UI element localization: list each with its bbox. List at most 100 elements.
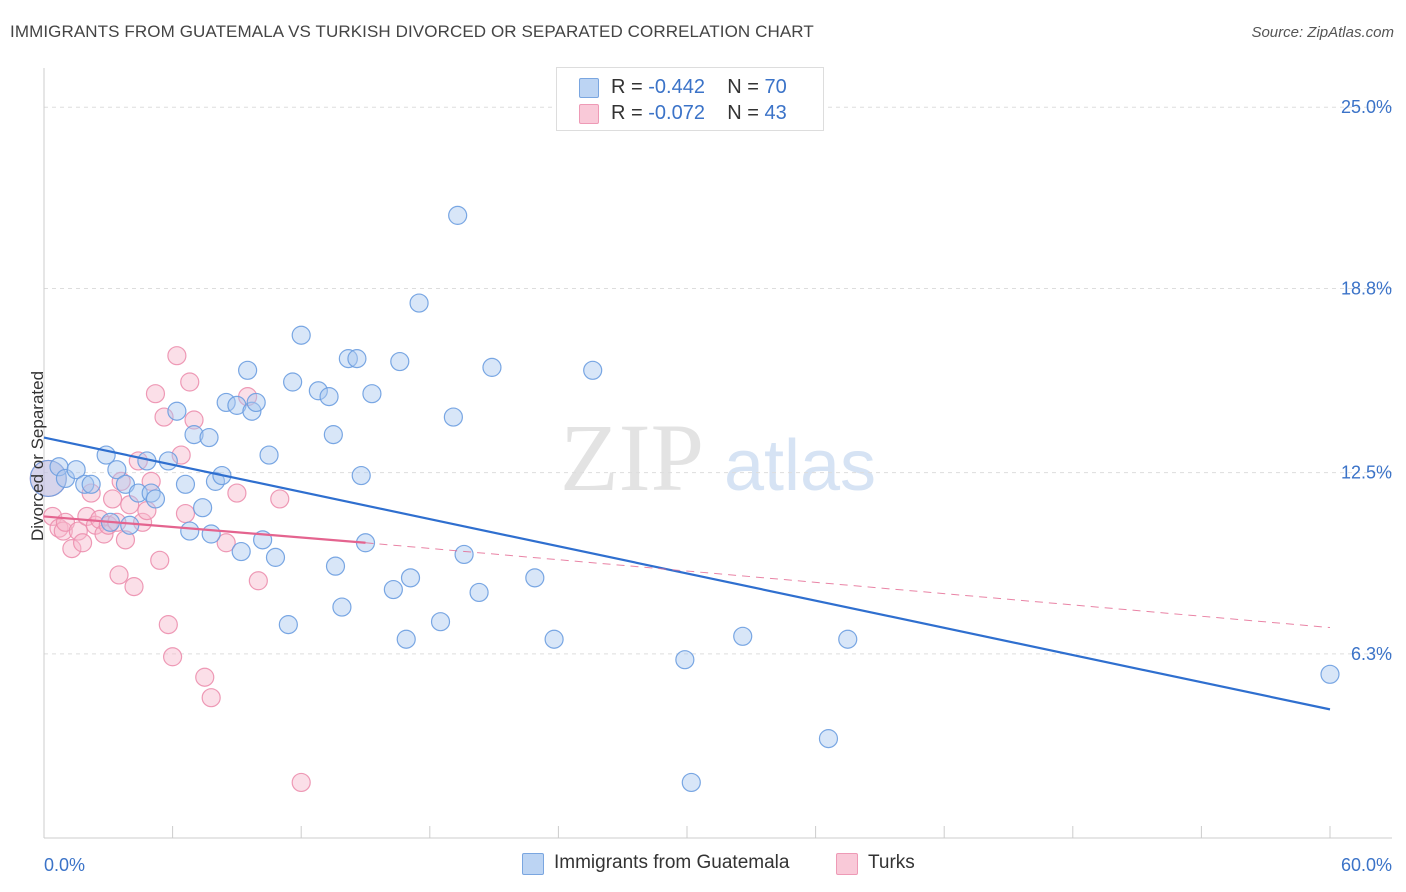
guatemala-point (265, 547, 286, 567)
legend-label-guatemala: Immigrants from Guatemala (554, 852, 790, 873)
turks-point (68, 521, 88, 541)
source-label: Source: ZipAtlas.com (1251, 24, 1394, 41)
turks-point (175, 503, 196, 524)
watermark-zip: ZIP (560, 404, 704, 511)
legend-swatch-turks (579, 104, 599, 124)
legend-n-value: 43 (764, 102, 787, 124)
guatemala-point (681, 772, 701, 793)
guatemala-point (199, 427, 219, 448)
guatemala-point (544, 629, 564, 649)
guatemala-point (291, 325, 311, 345)
guatemala-point (29, 459, 67, 498)
guatemala-trend-line (43, 436, 1331, 711)
legend-n-label: N = (727, 102, 765, 124)
guatemala-point (448, 205, 468, 225)
y-axis-label: Divorced or Separated (28, 370, 47, 542)
legend-r-label: R = (611, 76, 649, 98)
series-guatemala-points (29, 205, 1340, 793)
guatemala-point (81, 474, 101, 494)
turks-point (248, 571, 268, 591)
legend-n-value: 70 (764, 76, 787, 98)
guatemala-point (325, 556, 346, 576)
guatemala-point (818, 729, 839, 749)
y-tick-labels: 6.3% 12.5% 18.8% 25.0% (1341, 97, 1392, 664)
turks-point (167, 346, 187, 366)
guatemala-point (390, 351, 410, 372)
turks-point (291, 772, 311, 793)
guatemala-point (482, 357, 502, 377)
x-tick-labels: 0.0% 60.0% (44, 855, 1392, 875)
turks-point (145, 384, 166, 404)
legend-label-turks: Turks (868, 852, 915, 873)
turks-trend-line-extended (365, 542, 1331, 629)
turks-point (270, 489, 290, 509)
series-turks-points (29, 346, 311, 793)
turks-point (216, 533, 236, 553)
x-tick-label-min: 0.0% (44, 855, 85, 875)
turks-point (195, 667, 215, 687)
guatemala-point (227, 395, 247, 415)
turks-point (180, 372, 200, 392)
turks-point (184, 410, 204, 430)
guatemala-point (396, 629, 416, 649)
x-tick-marks (172, 826, 1331, 838)
guatemala-point (347, 349, 367, 369)
turks-point (109, 565, 129, 585)
trend-lines (43, 436, 1331, 711)
guatemala-point (180, 521, 200, 541)
guatemala-point (167, 401, 187, 421)
guatemala-point (400, 568, 421, 588)
turks-point (158, 615, 178, 635)
y-tick-label: 25.0% (1341, 97, 1392, 117)
guatemala-point (75, 474, 95, 494)
legend-swatch-guatemala (522, 853, 544, 875)
legend-swatch-turks (836, 853, 858, 875)
guatemala-point (409, 293, 429, 313)
x-tick-label-max: 60.0% (1341, 855, 1392, 875)
legend-r-value: -0.072 (648, 102, 705, 124)
guatemala-point (469, 582, 489, 603)
guatemala-point (351, 465, 371, 486)
guatemala-point (838, 629, 858, 649)
turks-point (201, 688, 221, 708)
guatemala-point (308, 381, 328, 401)
guatemala-point (216, 392, 236, 413)
y-tick-label: 18.8% (1341, 278, 1392, 298)
legend-r-label: R = (611, 102, 649, 124)
grid-lines (44, 106, 1392, 655)
turks-point (124, 577, 144, 597)
guatemala-point (242, 401, 262, 421)
watermark: ZIP atlas (560, 404, 876, 511)
guatemala-point (332, 597, 352, 617)
legend-n-label: N = (727, 76, 765, 98)
guatemala-point (246, 392, 266, 413)
y-tick-label: 12.5% (1341, 463, 1392, 483)
turks-point (102, 489, 123, 509)
guatemala-point (383, 579, 403, 600)
guatemala-point (525, 568, 545, 588)
legend-swatch-guatemala (579, 78, 599, 98)
guatemala-point (283, 372, 303, 392)
guatemala-point (454, 544, 474, 565)
legend-r-value: -0.442 (648, 76, 705, 98)
guatemala-point (66, 460, 86, 480)
turks-point (72, 533, 93, 553)
guatemala-point (675, 650, 695, 670)
turks-point (227, 483, 247, 503)
guatemala-point (319, 387, 339, 407)
guatemala-point (1320, 664, 1340, 684)
guatemala-point (443, 407, 463, 427)
guatemala-point (238, 360, 258, 380)
y-tick-label: 6.3% (1351, 644, 1392, 664)
guatemala-point (201, 524, 221, 544)
turks-point (163, 647, 183, 667)
guatemala-point (107, 460, 127, 480)
turks-point (150, 550, 170, 570)
guatemala-point (583, 360, 603, 380)
guatemala-point (323, 425, 343, 445)
turks-trend-line (43, 515, 366, 544)
watermark-atlas: atlas (724, 426, 876, 506)
chart-title: IMMIGRANTS FROM GUATEMALA VS TURKISH DIV… (10, 22, 814, 41)
guatemala-point (158, 451, 178, 471)
